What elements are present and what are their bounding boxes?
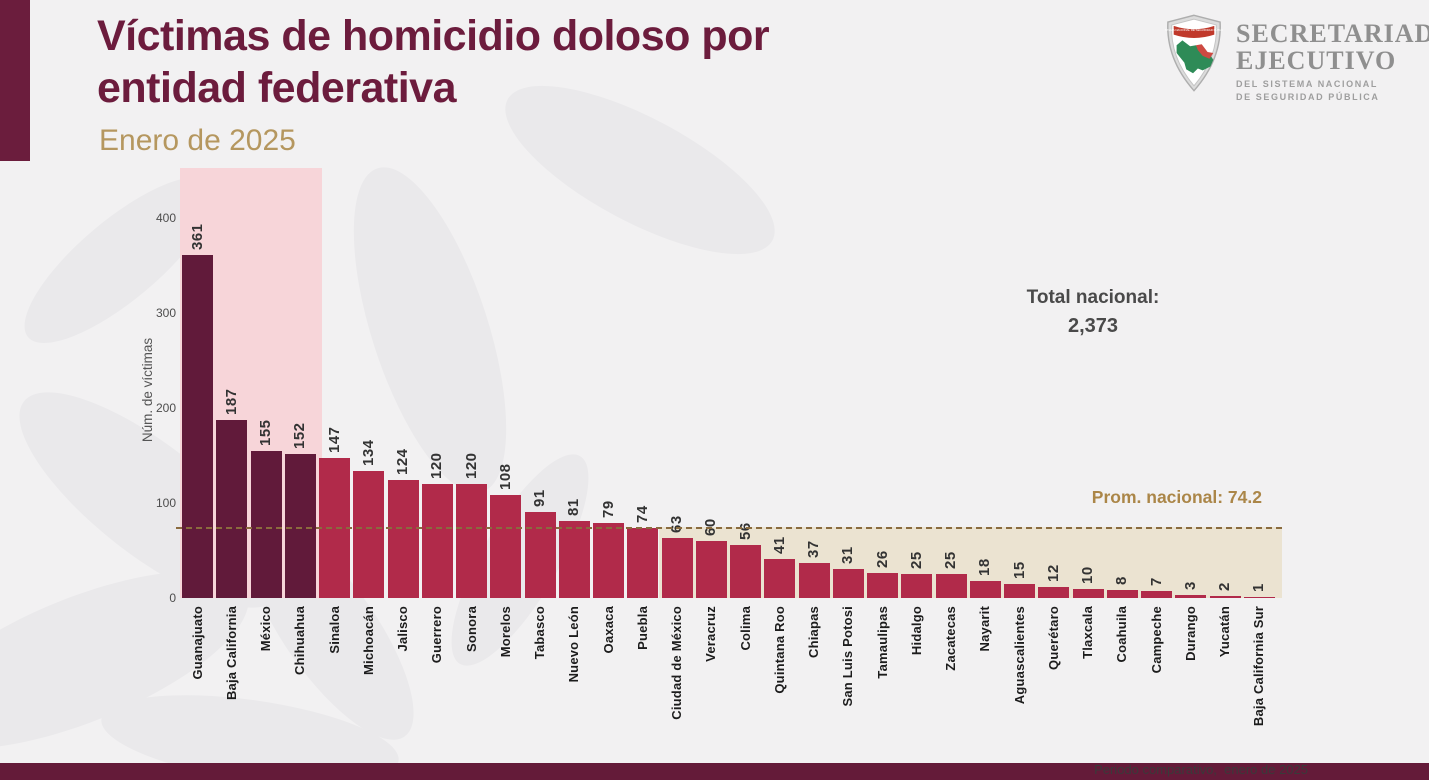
average-national-label: Prom. nacional: 74.2 — [1091, 487, 1262, 507]
bar — [1106, 590, 1138, 598]
x-axis-tick-label: Guanajuato — [189, 606, 205, 680]
bar — [901, 574, 933, 598]
bar — [387, 480, 419, 598]
bar-value-label: 91 — [531, 488, 548, 507]
bar-value-label: 12 — [1044, 563, 1062, 582]
org-logo: SISTEMA NACIONAL DE SEGURIDAD PÚBLICA SE… — [1165, 14, 1429, 103]
bar — [935, 574, 967, 598]
bar — [353, 470, 385, 598]
bar — [1072, 588, 1104, 598]
page-title-line1: Víctimas de homicidio doloso por — [97, 12, 770, 60]
bar-value-label: 15 — [1010, 561, 1028, 579]
bar-value-label: 120 — [428, 452, 446, 479]
shield-banner-text: SISTEMA NACIONAL DE SEGURIDAD PÚBLICA — [1165, 28, 1223, 32]
footer-period: Periodo comparativo, enero de 2025 — [1094, 762, 1308, 777]
bar — [1141, 591, 1172, 598]
bar — [730, 544, 761, 598]
bar-value-label: 79 — [599, 500, 617, 518]
total-national-value: 2,373 — [1067, 315, 1119, 337]
bar — [216, 420, 248, 598]
bar-value-label: 187 — [222, 388, 240, 416]
bar-value-label: 56 — [736, 522, 754, 540]
org-name-line1: SECRETARIADO — [1236, 19, 1429, 48]
bar — [832, 568, 864, 598]
bar-value-label: 1 — [1250, 582, 1268, 592]
bar-value-label: 74 — [633, 505, 651, 523]
bar — [764, 559, 796, 598]
bar-value-label: 120 — [462, 452, 480, 479]
bar-value-label: 37 — [805, 540, 822, 558]
page-subtitle: Enero de 2025 — [99, 124, 296, 157]
x-axis-tick-label: México — [258, 606, 273, 652]
left-accent-bar — [0, 0, 30, 161]
y-axis-tick-label: 400 — [155, 211, 176, 225]
bar-value-label: 25 — [942, 551, 959, 570]
bar-value-label: 8 — [1113, 576, 1131, 586]
bar — [1175, 595, 1207, 598]
bar — [1038, 586, 1070, 598]
org-subname-line2: DE SEGURIDAD PÚBLICA — [1236, 92, 1380, 102]
y-axis-tick-label: 0 — [169, 591, 176, 605]
bar-value-label: 361 — [188, 223, 206, 251]
bar — [284, 453, 316, 598]
bar-value-label: 81 — [565, 498, 583, 517]
bar-value-label: 31 — [839, 545, 857, 564]
org-subname-line1: DEL SISTEMA NACIONAL — [1236, 79, 1379, 89]
bar-value-label: 63 — [668, 515, 685, 534]
bar — [627, 527, 659, 598]
x-axis-tick-label: Jalisco — [395, 606, 410, 652]
footer: Periodo comparativo, enero de 2025 Fuent… — [457, 732, 1308, 780]
bar — [456, 484, 487, 598]
bar — [182, 255, 213, 598]
bar — [1004, 583, 1035, 598]
bar — [1209, 596, 1241, 598]
bar — [421, 484, 453, 598]
bar-value-label: 134 — [359, 439, 377, 466]
bar — [661, 538, 693, 598]
bar-value-label: 108 — [496, 463, 514, 491]
bar-value-label: 152 — [291, 422, 309, 449]
page-title: Víctimas de homicidio doloso por entidad… — [97, 10, 770, 114]
bar — [695, 541, 727, 598]
bar — [1243, 596, 1275, 598]
bar-value-label: 124 — [394, 448, 411, 476]
bar — [867, 573, 898, 598]
y-axis-tick-label: 200 — [155, 401, 176, 415]
bar-value-label: 10 — [1079, 565, 1096, 584]
bar — [798, 562, 830, 598]
x-axis-tick-label: Baja California — [223, 606, 239, 701]
bar-value-label: 155 — [257, 419, 274, 446]
x-axis-tick-label: Michoacán — [360, 606, 376, 675]
bar-value-label: 7 — [1147, 577, 1165, 587]
bar-value-label: 2 — [1216, 582, 1233, 592]
shield-icon: SISTEMA NACIONAL DE SEGURIDAD PÚBLICA — [1165, 14, 1223, 92]
bar — [969, 580, 1001, 598]
x-axis-tick-label: Sinaloa — [326, 606, 342, 654]
bar — [490, 495, 522, 598]
total-national-block: Total nacional: 2,373 — [988, 287, 1198, 338]
bar-value-label: 3 — [1181, 581, 1199, 591]
bar — [593, 522, 624, 598]
y-axis-tick-label: 100 — [155, 496, 176, 510]
bar-value-label: 147 — [325, 426, 343, 454]
total-national-label: Total nacional: — [1026, 287, 1160, 308]
bar — [558, 521, 590, 598]
x-axis-tick-label: Guerrero — [429, 606, 445, 664]
average-dashed-line — [176, 526, 1282, 529]
bar-value-label: 25 — [907, 551, 925, 570]
bar-value-label: 18 — [976, 558, 994, 576]
bottom-accent-bar — [0, 763, 1429, 780]
org-name: SECRETARIADO EJECUTIVO DEL SISTEMA NACIO… — [1236, 14, 1429, 103]
y-axis-tick-label: 300 — [155, 306, 176, 320]
bar — [524, 511, 556, 598]
page-title-line2: entidad federativa — [97, 64, 457, 112]
org-name-line2: EJECUTIVO — [1236, 46, 1397, 75]
x-axis-tick-label: Chihuahua — [292, 606, 308, 675]
bar-value-label: 26 — [873, 550, 891, 569]
bar — [250, 450, 282, 598]
